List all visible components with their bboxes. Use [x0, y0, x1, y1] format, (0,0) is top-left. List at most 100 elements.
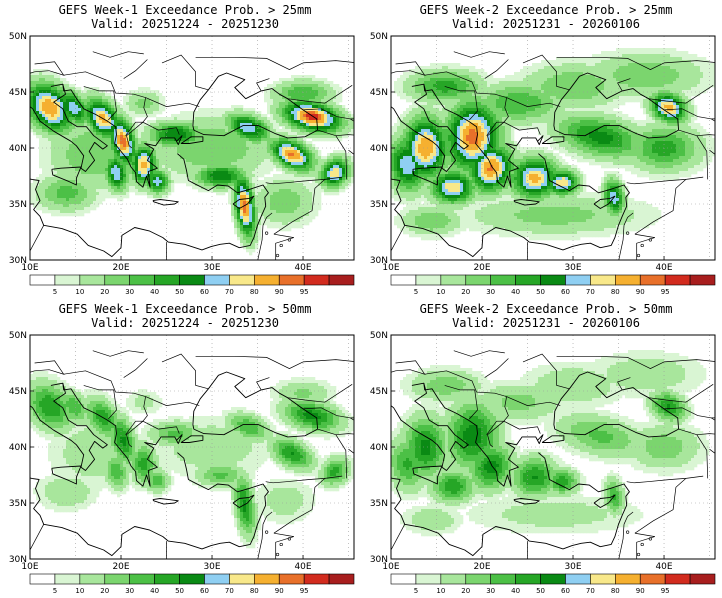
lat-label: 30N [9, 256, 27, 266]
map-figure: GEFS Week-2 Exceedance Prob. > 25mmValid… [370, 3, 716, 296]
lat-label: 30N [370, 256, 388, 266]
lat-label: 45N [9, 387, 27, 397]
colorbar-label: 60 [200, 288, 209, 296]
colorbar-swatch [490, 573, 516, 585]
valid-dates: Valid: 20251224 - 20251230 [91, 316, 279, 330]
colorbar-swatch [328, 274, 355, 286]
colorbar-swatch [204, 274, 230, 286]
colorbar-label: 10 [436, 288, 445, 296]
colorbar-swatch [390, 274, 417, 286]
lon-label: 30E [564, 562, 581, 572]
colorbar-swatch [415, 573, 442, 585]
colorbar-label: 50 [536, 288, 545, 296]
lon-label: 10E [382, 263, 399, 273]
colorbar-label: 90 [275, 288, 284, 296]
colorbar-swatch [639, 573, 666, 585]
colorbar-label: 70 [586, 587, 595, 595]
lat-label: 40N [370, 443, 388, 453]
colorbar-swatch [565, 573, 591, 585]
lat-label: 45N [9, 88, 27, 98]
colorbar-swatch [615, 573, 641, 585]
colorbar-label: 30 [125, 288, 134, 296]
colorbar-label: 5 [414, 587, 418, 595]
colorbar-swatch [229, 274, 255, 286]
country-borders [30, 350, 354, 559]
colorbar-label: 20 [100, 587, 109, 595]
colorbar-label: 40 [150, 587, 159, 595]
colorbar-swatch [664, 573, 691, 585]
colorbar-swatch [129, 573, 155, 585]
panel-title: GEFS Week-2 Exceedance Prob. > 25mm [420, 3, 673, 17]
panel-title: GEFS Week-2 Exceedance Prob. > 50mm [420, 302, 673, 316]
lon-label: 30E [203, 562, 220, 572]
colorbar-swatch [254, 274, 280, 286]
panel-week2-25mm: GEFS Week-2 Exceedance Prob. > 25mm Valid… [361, 0, 722, 299]
graticule [391, 335, 715, 559]
colorbar-swatch [565, 274, 591, 286]
colorbar-label: 30 [125, 587, 134, 595]
colorbar: 5 10 20 30 40 50 60 70 80 90 95 [29, 274, 355, 296]
colorbar-swatch [689, 274, 716, 286]
panel-title: GEFS Week-1 Exceedance Prob. > 25mm [59, 3, 312, 17]
lon-label: 40E [294, 263, 311, 273]
colorbar-label: 90 [275, 587, 284, 595]
colorbar-label: 30 [486, 587, 495, 595]
map-figure: GEFS Week-1 Exceedance Prob. > 50mmValid… [9, 302, 355, 595]
colorbar-swatch [540, 573, 566, 585]
colorbar-label: 80 [611, 288, 620, 296]
colorbar-swatch [515, 573, 541, 585]
colorbar-swatch [328, 573, 355, 585]
colorbar-label: 10 [75, 587, 84, 595]
colorbar-swatch [278, 274, 305, 286]
colorbar-swatch [179, 573, 205, 585]
colorbar-swatch [415, 274, 442, 286]
lon-label: 20E [473, 263, 490, 273]
lat-label: 40N [370, 144, 388, 154]
lat-label: 40N [9, 144, 27, 154]
lon-label: 20E [112, 562, 129, 572]
colorbar-swatch [615, 274, 641, 286]
colorbar-label: 50 [536, 587, 545, 595]
colorbar-label: 95 [661, 587, 670, 595]
colorbar-swatch [590, 274, 616, 286]
lat-label: 45N [370, 88, 388, 98]
colorbar-swatch [54, 573, 81, 585]
colorbar-swatch [129, 274, 155, 286]
lon-label: 10E [21, 263, 38, 273]
colorbar-label: 40 [511, 587, 520, 595]
panel-title: GEFS Week-1 Exceedance Prob. > 50mm [59, 302, 312, 316]
colorbar: 5 10 20 30 40 50 60 70 80 90 95 [390, 573, 716, 595]
colorbar-label: 95 [300, 587, 309, 595]
lon-label: 30E [564, 263, 581, 273]
colorbar-swatch [154, 274, 180, 286]
colorbar-swatch [29, 274, 56, 286]
coastlines [391, 371, 680, 557]
colorbar-swatch [229, 573, 255, 585]
colorbar-swatch [440, 274, 467, 286]
colorbar-swatch [79, 274, 106, 286]
colorbar-swatch [204, 573, 230, 585]
colorbar-swatch [179, 274, 205, 286]
map-figure: GEFS Week-2 Exceedance Prob. > 50mmValid… [370, 302, 716, 595]
colorbar-label: 80 [250, 288, 259, 296]
lat-label: 35N [370, 499, 388, 509]
colorbar-swatch [104, 274, 130, 286]
colorbar-swatch [303, 573, 330, 585]
lat-label: 50N [9, 331, 27, 341]
lon-label: 40E [294, 562, 311, 572]
colorbar-swatch [664, 274, 691, 286]
coastlines [30, 72, 319, 258]
colorbar-label: 70 [225, 587, 234, 595]
valid-dates: Valid: 20251231 - 20260106 [452, 17, 640, 31]
colorbar-swatch [154, 573, 180, 585]
colorbar-swatch [639, 274, 666, 286]
map-figure: GEFS Week-1 Exceedance Prob. > 25mmValid… [9, 3, 355, 296]
lon-label: 30E [203, 263, 220, 273]
colorbar-label: 20 [461, 288, 470, 296]
lon-label: 10E [382, 562, 399, 572]
colorbar-label: 20 [100, 288, 109, 296]
probability-field [30, 335, 354, 559]
colorbar-swatch [689, 573, 716, 585]
panel-week1-25mm: GEFS Week-1 Exceedance Prob. > 25mm Valid… [0, 0, 361, 299]
lat-label: 40N [9, 443, 27, 453]
